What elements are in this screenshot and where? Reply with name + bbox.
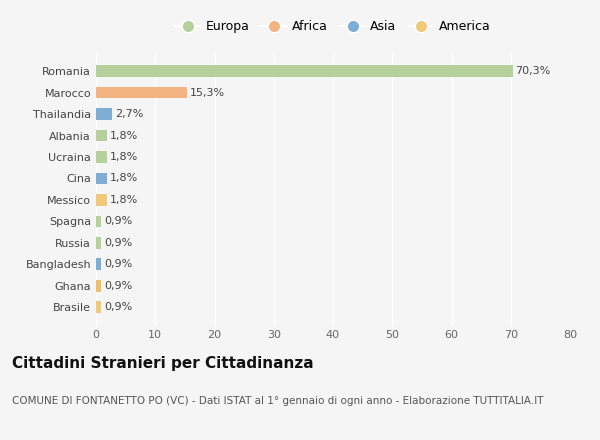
Bar bbox=[96, 301, 101, 313]
Text: 2,7%: 2,7% bbox=[115, 109, 143, 119]
Bar bbox=[96, 216, 101, 227]
Text: Cittadini Stranieri per Cittadinanza: Cittadini Stranieri per Cittadinanza bbox=[12, 356, 314, 371]
Bar bbox=[96, 65, 512, 77]
Text: COMUNE DI FONTANETTO PO (VC) - Dati ISTAT al 1° gennaio di ogni anno - Elaborazi: COMUNE DI FONTANETTO PO (VC) - Dati ISTA… bbox=[12, 396, 544, 406]
Bar bbox=[96, 258, 101, 270]
Text: 1,8%: 1,8% bbox=[110, 152, 138, 162]
Text: 0,9%: 0,9% bbox=[104, 216, 133, 227]
Text: 0,9%: 0,9% bbox=[104, 259, 133, 269]
Bar bbox=[96, 151, 107, 163]
Legend: Europa, Africa, Asia, America: Europa, Africa, Asia, America bbox=[170, 15, 496, 38]
Text: 15,3%: 15,3% bbox=[190, 88, 225, 98]
Text: 0,9%: 0,9% bbox=[104, 281, 133, 291]
Text: 0,9%: 0,9% bbox=[104, 238, 133, 248]
Text: 0,9%: 0,9% bbox=[104, 302, 133, 312]
Text: 1,8%: 1,8% bbox=[110, 131, 138, 140]
Bar bbox=[96, 87, 187, 99]
Bar bbox=[96, 237, 101, 249]
Bar bbox=[96, 130, 107, 141]
Bar bbox=[96, 280, 101, 292]
Text: 1,8%: 1,8% bbox=[110, 195, 138, 205]
Text: 70,3%: 70,3% bbox=[515, 66, 551, 76]
Bar bbox=[96, 172, 107, 184]
Bar bbox=[96, 194, 107, 206]
Text: 1,8%: 1,8% bbox=[110, 173, 138, 183]
Bar bbox=[96, 108, 112, 120]
